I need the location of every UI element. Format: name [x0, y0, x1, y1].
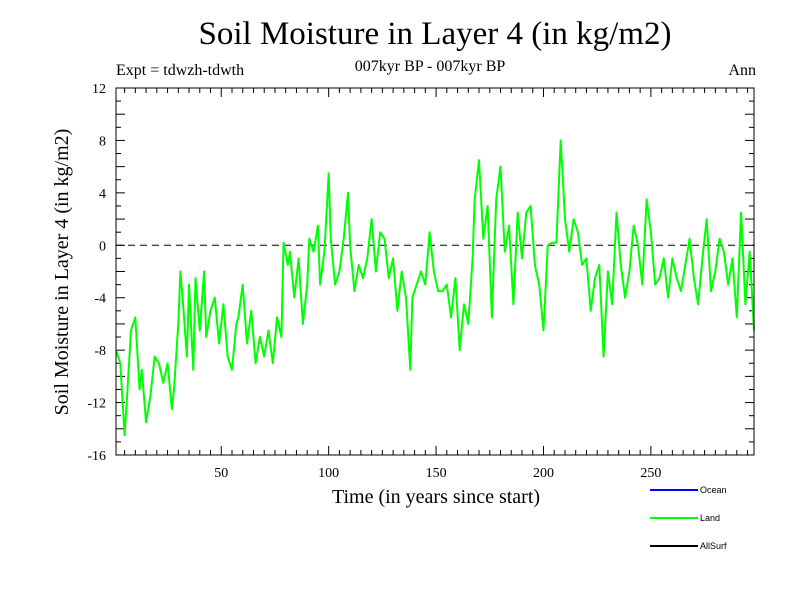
legend: Ocean Land AllSurf: [650, 485, 727, 551]
legend-label-ocean: Ocean: [700, 485, 727, 495]
x-tick-label: 50: [214, 466, 228, 481]
legend-label-allsurf: AllSurf: [700, 541, 727, 551]
y-tick-label: -12: [87, 397, 106, 412]
tick-labels-layer: 50 100 150 200 250 -16 -12 -8 -4 0 4 8 12: [87, 82, 661, 481]
x-axis-label: Time (in years since start): [332, 486, 540, 508]
x-tick-label: 200: [533, 466, 554, 481]
experiment-label: Expt = tdwzh-tdwth: [116, 62, 245, 79]
y-axis-label: Soil Moisture in Layer 4 (in kg/m2): [51, 129, 73, 416]
x-tick-label: 100: [318, 466, 339, 481]
x-tick-label: 250: [640, 466, 661, 481]
y-tick-label: -8: [94, 344, 106, 359]
period-label: Ann: [728, 62, 756, 79]
land-series-line: [115, 139, 755, 437]
y-tick-label: 4: [99, 187, 106, 202]
y-tick-label: 12: [92, 82, 106, 97]
ticks-layer: [116, 87, 754, 456]
chart-title: Soil Moisture in Layer 4 (in kg/m2): [198, 16, 672, 52]
y-tick-label: -4: [94, 292, 106, 307]
y-tick-label: -16: [87, 449, 106, 464]
y-tick-label: 0: [99, 239, 106, 254]
plot-frame: [115, 87, 755, 456]
y-tick-label: 8: [99, 134, 106, 149]
legend-label-land: Land: [700, 513, 720, 523]
chart-subtitle: 007kyr BP - 007kyr BP: [354, 58, 506, 75]
x-tick-label: 150: [426, 466, 447, 481]
